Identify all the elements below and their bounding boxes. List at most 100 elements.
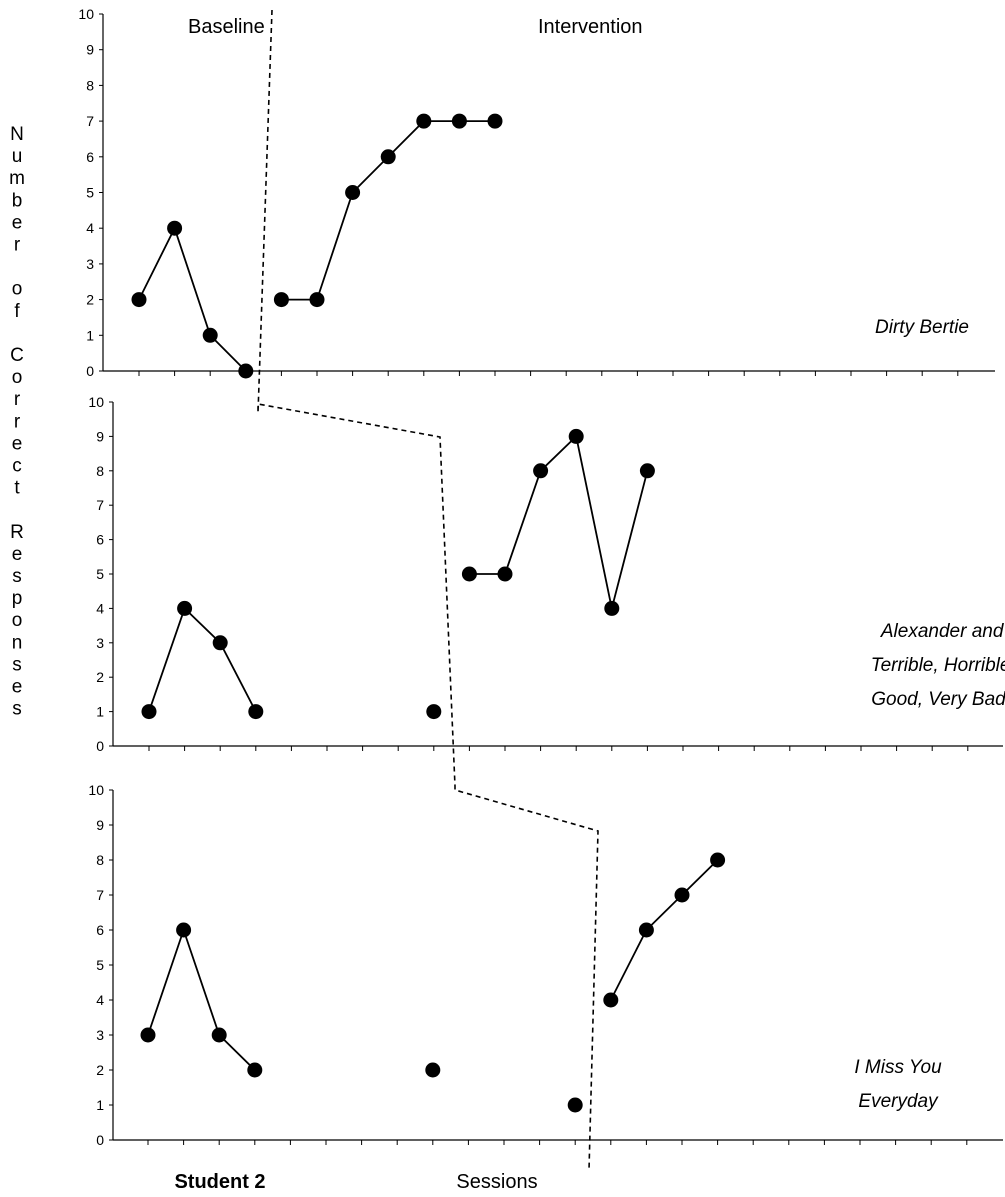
y-tick-label: 10 — [78, 6, 94, 22]
y-axis-label-letter: m — [9, 168, 25, 189]
data-point — [568, 428, 584, 444]
y-tick-label: 1 — [96, 704, 104, 720]
phase-change-lines — [257, 9, 599, 1171]
y-tick-label: 6 — [96, 532, 104, 548]
y-axis-label-letter: r — [14, 389, 21, 410]
y-axis-label-letter: s — [12, 566, 22, 587]
y-tick-label: 3 — [96, 635, 104, 651]
y-tick-label: 4 — [86, 220, 94, 236]
data-point — [604, 600, 620, 616]
book-title-line: Alexander and the — [880, 621, 1005, 642]
y-axis-label-letter: e — [12, 677, 23, 698]
y-tick-label: 8 — [86, 77, 94, 93]
y-axis-label-letter: s — [12, 699, 22, 720]
data-point — [176, 922, 192, 938]
y-tick-label: 2 — [96, 669, 104, 685]
data-point — [238, 363, 254, 379]
data-point — [710, 852, 726, 868]
y-tick-label: 3 — [96, 1027, 104, 1043]
data-point — [247, 1062, 263, 1078]
intervention-label: Intervention — [538, 16, 643, 38]
y-tick-label: 4 — [96, 992, 104, 1008]
y-axis-label-letter: o — [12, 610, 23, 631]
y-tick-label: 7 — [86, 113, 94, 129]
y-tick-label: 9 — [96, 428, 104, 444]
book-title-line: I Miss You — [854, 1057, 942, 1078]
data-point — [567, 1097, 583, 1113]
y-axis-label-letter: p — [12, 588, 23, 609]
y-tick-label: 5 — [96, 566, 104, 582]
data-point — [309, 292, 325, 308]
phase-change-line — [257, 9, 599, 1171]
y-axis-label-letter: s — [12, 654, 22, 675]
y-tick-label: 3 — [86, 256, 94, 272]
y-tick-label: 0 — [86, 363, 94, 379]
y-axis-label-letter: c — [12, 456, 22, 477]
series-line — [469, 434, 649, 609]
student-label: Student 2 — [174, 1171, 265, 1193]
y-axis-label-letter: f — [14, 301, 20, 322]
data-point — [202, 327, 218, 343]
y-tick-label: 8 — [96, 463, 104, 479]
y-tick-label: 5 — [86, 185, 94, 201]
data-point — [345, 185, 361, 200]
y-tick-label: 10 — [88, 394, 104, 410]
y-tick-label: 6 — [96, 922, 104, 938]
y-tick-label: 0 — [96, 738, 104, 754]
data-point — [211, 1027, 227, 1043]
y-axis-label-letter: R — [10, 522, 24, 543]
data-point — [140, 1027, 156, 1043]
y-axis-label-letter: t — [14, 478, 20, 499]
y-tick-label: 0 — [96, 1132, 104, 1148]
y-axis-label-letter: u — [12, 146, 23, 167]
y-axis-label-letter: o — [12, 279, 23, 300]
y-tick-label: 1 — [86, 327, 94, 343]
y-tick-label: 6 — [86, 149, 94, 165]
y-tick-label: 2 — [96, 1062, 104, 1078]
series-line — [609, 859, 719, 1001]
series-line — [281, 120, 495, 301]
y-axis-label-letter: e — [12, 212, 23, 233]
y-tick-label: 10 — [88, 782, 104, 798]
data-point — [141, 704, 157, 720]
book-title-line: Terrible, Horrible, No — [871, 655, 1005, 676]
series-line — [138, 225, 247, 372]
book-title-line: Everyday — [858, 1091, 939, 1112]
data-point — [212, 635, 228, 651]
data-point — [426, 704, 442, 720]
y-tick-label: 7 — [96, 497, 104, 513]
data-point — [497, 566, 513, 582]
y-axis-label-letter: r — [14, 235, 21, 256]
data-point — [416, 113, 432, 129]
data-point — [461, 566, 477, 582]
y-axis-label-letter: e — [12, 433, 23, 454]
x-axis-label: Sessions — [456, 1171, 537, 1193]
data-point — [425, 1062, 441, 1078]
y-tick-label: 8 — [96, 852, 104, 868]
data-point — [638, 922, 654, 938]
panel-dirty-bertie: 0 1 2 3 4 5 6 7 8 9 10 Dirty Bertie — [78, 6, 995, 379]
y-tick-label: 5 — [96, 957, 104, 973]
y-tick-label: 4 — [96, 600, 104, 616]
panel-i-miss-you-everyday: 0 1 2 3 4 5 6 7 8 9 10 I Miss You Everyday — [88, 782, 1003, 1148]
data-point — [177, 600, 193, 616]
book-title-line: Good, Very Bad Day — [871, 689, 1005, 710]
data-point — [131, 292, 147, 308]
data-point — [273, 292, 289, 308]
data-point — [674, 887, 690, 903]
data-point — [639, 463, 655, 479]
y-tick-label: 9 — [96, 817, 104, 833]
y-axis-label-letter: n — [12, 632, 23, 653]
baseline-label: Baseline — [188, 16, 265, 38]
data-point — [603, 992, 619, 1008]
series-line — [147, 927, 256, 1071]
y-axis-label-letter: o — [12, 367, 23, 388]
y-tick-label: 7 — [96, 887, 104, 903]
series-line — [148, 606, 257, 713]
panel-alexander: 0 1 2 3 4 5 6 7 8 9 10 Alexander and the Terrible, H… — [88, 394, 1005, 754]
y-axis-label-letter: r — [14, 411, 21, 432]
data-point — [451, 113, 467, 129]
data-point — [380, 149, 396, 165]
